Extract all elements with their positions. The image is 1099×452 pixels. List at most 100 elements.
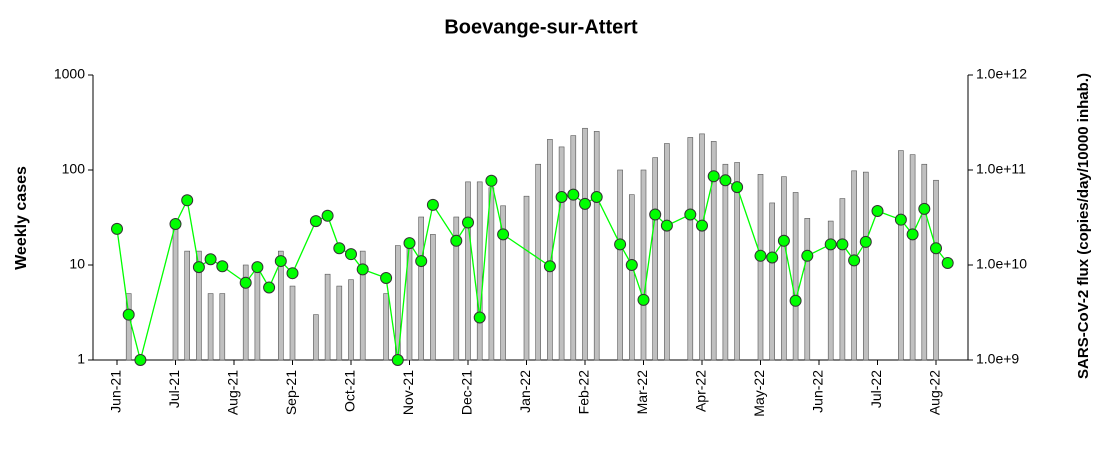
line-point [614,238,627,251]
line-point [181,194,194,207]
line-point [309,215,322,228]
bar [336,285,343,361]
bar [933,179,939,361]
line-point [801,249,814,262]
bar [359,250,366,361]
line-segment [701,176,715,226]
y-tick-label: 1 [77,351,85,367]
bar [722,163,729,361]
x-tick-label: Dec-21 [459,370,475,415]
bar [687,137,694,361]
chart-title: Boevange-sur-Attert [444,16,638,38]
bar [792,192,799,361]
line-segment [467,222,481,318]
bar [383,293,389,361]
bar [465,181,471,361]
line-point [836,238,849,251]
bar [664,143,670,361]
line-point [497,228,510,241]
x-tick-label: Feb-22 [576,370,592,415]
line-point [649,208,662,221]
line-point [403,237,416,250]
line-segment [549,196,563,267]
bar [558,146,565,361]
line-segment [490,180,504,235]
line-point [111,222,123,235]
line-point [777,234,790,247]
y2-tick-label: 1.0e+12 [976,66,1027,82]
x-tick-label: Sep-21 [283,370,299,415]
line-point [169,218,182,231]
bar [652,157,659,361]
bar [769,202,776,361]
line-segment [783,240,797,301]
line-point [555,190,568,203]
line-segment [923,208,937,249]
line-segment [596,196,621,245]
bar [476,181,483,361]
bar [207,293,214,361]
line-point [356,263,369,276]
bar [804,218,811,361]
bar [570,135,577,361]
x-tick-label: Jun-22 [810,370,826,413]
line-segment [794,255,808,301]
line-segment [139,223,177,361]
line-point [789,294,802,307]
y-tick-label: 1000 [54,66,85,82]
line-point [122,308,135,321]
line-point [660,219,673,232]
x-tick-label: Jul-21 [166,370,182,408]
y-tick-label: 10 [69,256,85,272]
bar [898,150,904,361]
line-point [567,188,580,201]
bar [734,162,740,361]
bar [582,127,588,361]
line-point [754,249,767,262]
line-segment [631,264,645,301]
bar [593,131,600,361]
line-segment [432,204,457,242]
bar [196,250,202,361]
line-point [941,256,954,269]
line-point [848,254,861,267]
line-point [625,259,638,271]
line-point [859,235,872,248]
line-point [696,219,708,232]
line-point [263,281,276,294]
line-point [134,354,147,366]
line-point [485,174,498,187]
bar [781,176,787,361]
bar [710,141,717,361]
line-point [906,228,919,241]
line-point [450,234,463,247]
bar [628,194,635,361]
line-point [239,276,252,289]
line-point [333,242,346,255]
y-tick-label: 100 [62,161,86,177]
x-tick-label: Aug-21 [225,370,241,415]
bar [523,195,530,361]
bar [488,187,495,361]
line-point [731,181,744,194]
line-point [684,208,697,221]
line-point [462,216,474,229]
bar [699,133,705,361]
bar [277,250,284,361]
bar [500,205,506,361]
line-point [590,190,603,203]
line-segment [128,314,142,361]
line-point [380,271,393,284]
x-tick-label: Aug-22 [927,370,943,415]
line-point [824,238,837,251]
x-tick-label: Mar-22 [634,370,650,415]
x-tick-label: May-22 [751,370,767,417]
line-point [579,197,591,210]
bar [453,216,460,361]
line-segment [642,214,656,300]
line-point [251,261,264,274]
bar [827,220,834,361]
bar [921,163,928,361]
line-segment [479,180,493,318]
